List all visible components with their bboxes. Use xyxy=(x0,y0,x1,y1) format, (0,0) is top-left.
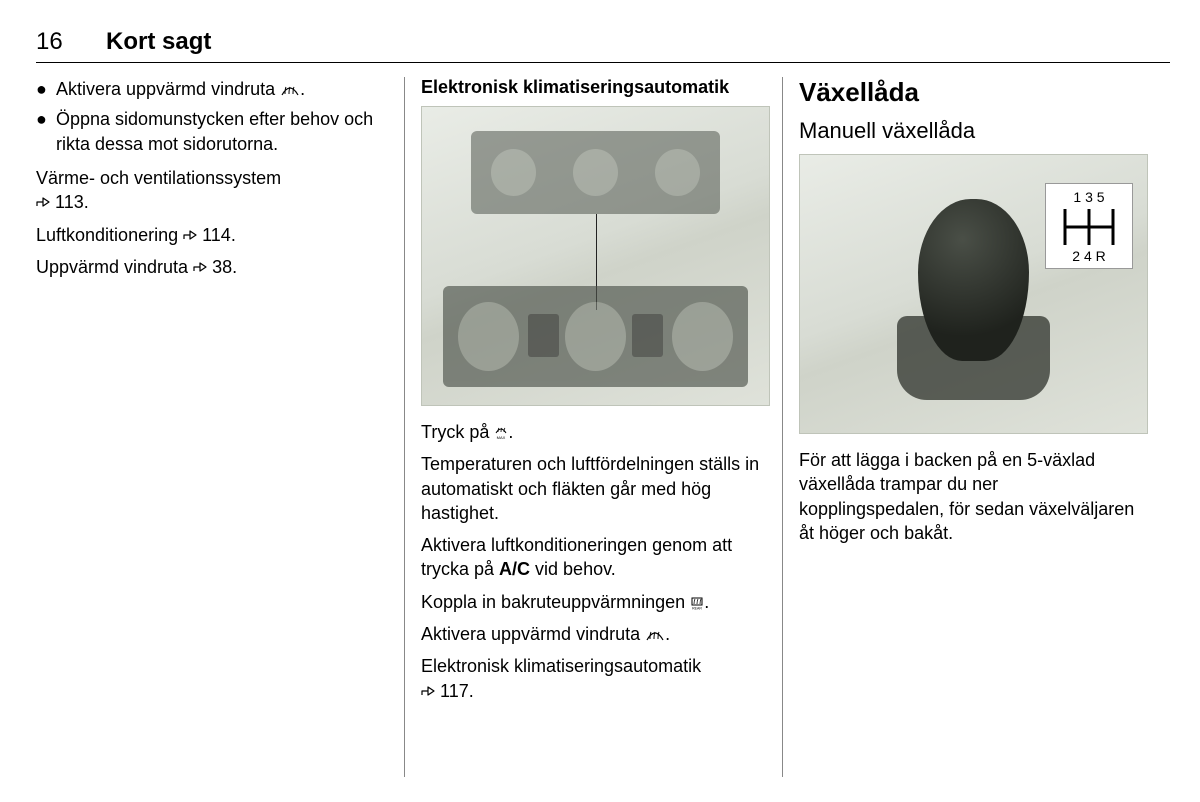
ref-arrow-icon xyxy=(193,260,207,277)
shift-bottom-labels: 2 4 R xyxy=(1072,248,1105,264)
ref-page: 38 xyxy=(212,257,232,277)
cross-ref: Elektronisk klimatiseringsautomatik 117. xyxy=(421,654,770,703)
svg-text:MAX: MAX xyxy=(497,435,506,440)
shift-top-labels: 1 3 5 xyxy=(1074,189,1105,205)
bullet-text: Öppna sidomunstycken efter behov och rik… xyxy=(56,107,392,156)
cross-ref: Uppvärmd vindruta 38. xyxy=(36,255,392,280)
text: . xyxy=(704,592,709,612)
defrost-max-icon: MAX xyxy=(494,426,508,440)
instruction-line: Aktivera uppvärmd vindruta . xyxy=(421,622,770,646)
rear-defrost-icon: REAR xyxy=(690,596,704,610)
dash-panel-illustration xyxy=(471,131,721,214)
text: . xyxy=(665,624,670,644)
shift-pattern-diagram: 1 3 5 2 4 R xyxy=(1045,183,1133,269)
text: vid behov. xyxy=(530,559,616,579)
ref-page: 113 xyxy=(55,192,84,212)
ac-label: A/C xyxy=(499,559,530,579)
svg-text:REAR: REAR xyxy=(692,606,702,610)
text: Tryck på xyxy=(421,422,494,442)
section-title: Elektronisk klimatiseringsautomatik xyxy=(421,77,770,98)
cross-ref: Luftkonditionering 114. xyxy=(36,223,392,248)
text: Elektronisk klimatiseringsautomatik xyxy=(421,656,701,676)
heading-1: Växellåda xyxy=(799,77,1148,108)
text: . xyxy=(232,257,237,277)
page: 16 Kort sagt ● Aktivera uppvärmd vindrut… xyxy=(0,0,1200,802)
text: Uppvärmd vindruta xyxy=(36,257,193,277)
text: Aktivera uppvärmd vindruta xyxy=(421,624,645,644)
column-3: Växellåda Manuell växellåda 1 3 5 2 4 R xyxy=(782,77,1160,777)
ref-page: 114 xyxy=(202,225,231,245)
page-number: 16 xyxy=(36,28,106,56)
ref-arrow-icon xyxy=(421,684,435,701)
bullet-list: ● Aktivera uppvärmd vindruta . ● Öppna s… xyxy=(36,77,392,156)
list-item: ● Öppna sidomunstycken efter behov och r… xyxy=(36,107,392,156)
heading-2: Manuell växellåda xyxy=(799,118,1148,144)
cross-ref: Värme- och ventilationssystem 113. xyxy=(36,166,392,215)
text: . xyxy=(231,225,236,245)
text: . xyxy=(469,681,474,701)
body-text: För att lägga i backen på en 5-växlad vä… xyxy=(799,448,1148,545)
bullet-icon: ● xyxy=(36,77,56,101)
column-1: ● Aktivera uppvärmd vindruta . ● Öppna s… xyxy=(36,77,404,777)
text: Koppla in bakruteuppvärmningen xyxy=(421,592,690,612)
bullet-icon: ● xyxy=(36,107,56,131)
text: . xyxy=(508,422,513,442)
list-item: ● Aktivera uppvärmd vindruta . xyxy=(36,77,392,101)
windshield-icon xyxy=(645,628,665,642)
gear-shifter-image: 1 3 5 2 4 R xyxy=(799,154,1148,434)
ref-arrow-icon xyxy=(183,228,197,245)
page-header: 16 Kort sagt xyxy=(36,28,1170,63)
text: . xyxy=(84,192,89,212)
text: . xyxy=(300,79,305,99)
text: Luftkonditionering xyxy=(36,225,183,245)
text: Värme- och ventilationssystem xyxy=(36,168,281,188)
instruction-line: Aktivera luftkonditioneringen genom att … xyxy=(421,533,770,582)
climate-control-image xyxy=(421,106,770,406)
instruction-line: Tryck på MAX. xyxy=(421,420,770,444)
instruction-line: Temperaturen och luftfördelningen ställs… xyxy=(421,452,770,525)
instruction-line: Koppla in bakruteuppvärmningen REAR. xyxy=(421,590,770,614)
column-2: Elektronisk klimatiseringsautomatik Tryc… xyxy=(404,77,782,777)
bullet-text: Aktivera uppvärmd vindruta . xyxy=(56,77,392,101)
text: Aktivera uppvärmd vindruta xyxy=(56,79,280,99)
content-columns: ● Aktivera uppvärmd vindruta . ● Öppna s… xyxy=(36,77,1170,777)
zoom-panel-illustration xyxy=(443,286,748,387)
ref-arrow-icon xyxy=(36,195,50,212)
chapter-title: Kort sagt xyxy=(106,28,211,56)
windshield-icon xyxy=(280,83,300,97)
ref-page: 117 xyxy=(440,681,469,701)
